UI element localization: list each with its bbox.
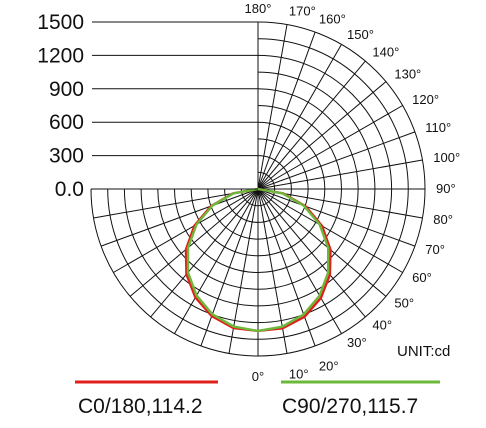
polar-spoke: [257, 81, 387, 190]
polar-spoke: [257, 159, 423, 190]
angle-label: 90°: [436, 181, 456, 196]
polar-spoke: [100, 188, 259, 247]
radial-tick-label: 1200: [37, 44, 84, 67]
radial-tick-label: 1500: [37, 11, 84, 34]
polar-spoke: [150, 188, 259, 318]
angle-label: 0°: [252, 369, 264, 384]
unit-label: UNIT:cd: [397, 343, 450, 360]
radial-tick-label: 300: [49, 145, 84, 168]
polar-ring-left: [190, 188, 259, 257]
polar-spoke: [257, 105, 403, 190]
polar-spoke: [257, 131, 416, 190]
angle-label: 130°: [394, 67, 421, 82]
angle-label: 70°: [425, 242, 445, 257]
angle-label: 180°: [245, 1, 272, 16]
legend: C0/180,114.2 C90/270,115.7: [75, 380, 440, 418]
polar-ring-left: [140, 188, 259, 307]
radial-tick-label: 900: [49, 78, 84, 101]
angle-labels: 0° 10° 20° 30° 40°50° 60° 70° 80° 90° 100° 110° 120…: [245, 1, 461, 384]
polar-spoke: [257, 188, 342, 334]
angle-label: 10°: [289, 366, 309, 381]
legend-label: C0/180,114.2: [78, 395, 203, 418]
angle-label: 60°: [412, 270, 432, 285]
angle-label: 140°: [372, 45, 399, 60]
polar-spoke: [257, 188, 316, 347]
polar-spoke: [257, 31, 316, 190]
angle-label: 30°: [347, 335, 367, 350]
polar-ring-left: [90, 188, 259, 357]
polar-spoke: [257, 188, 403, 273]
angle-label: 50°: [394, 295, 414, 310]
polar-spoke: [174, 188, 259, 334]
angle-label: 40°: [372, 317, 392, 332]
polar-spoke: [257, 44, 342, 190]
polar-spoke: [257, 188, 366, 318]
polar-spoke: [200, 188, 259, 347]
angle-label: 80°: [433, 212, 453, 227]
angle-label: 150°: [347, 27, 374, 42]
polar-spoke: [257, 188, 416, 247]
polar-ring-left: [123, 188, 259, 324]
polar-ring-left: [207, 188, 259, 240]
angle-label: 20°: [319, 358, 339, 373]
polar-spoke: [257, 60, 366, 190]
radial-tick-labels: 1500 1200 900 600 300 0.0: [37, 11, 258, 201]
polar-spoke: [257, 188, 387, 297]
angle-label: 120°: [412, 92, 439, 107]
intensity-curves: [184, 187, 332, 333]
polar-grid: [90, 21, 426, 357]
polar-ring-left: [174, 188, 259, 273]
legend-label: C90/270,115.7: [282, 395, 418, 418]
polar-ring-left: [107, 188, 259, 340]
angle-label: 110°: [425, 120, 451, 135]
angle-label: 100°: [433, 150, 460, 165]
radial-tick-label: 0.0: [55, 178, 84, 201]
angle-label: 160°: [319, 12, 346, 27]
angle-label: 170°: [289, 4, 316, 19]
intensity-curve-line: [186, 187, 330, 333]
polar-spoke: [129, 188, 259, 297]
polar-spoke: [257, 24, 288, 190]
radial-tick-label: 600: [49, 111, 84, 134]
polar-spoke: [113, 188, 259, 273]
